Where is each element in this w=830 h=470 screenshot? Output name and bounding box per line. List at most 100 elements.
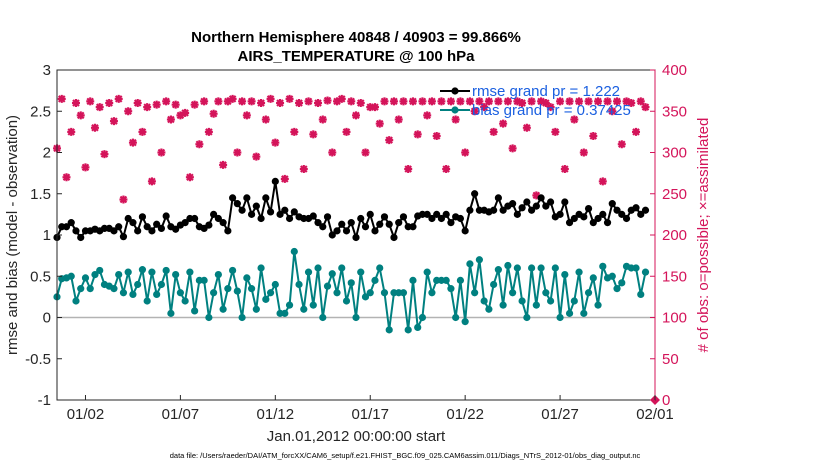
obs-assimilated-point bbox=[128, 138, 137, 147]
obs-assimilated-point bbox=[295, 99, 304, 107]
y2-tick-label: 200 bbox=[662, 227, 687, 244]
obs-assimilated-point bbox=[617, 140, 626, 149]
rmse-point bbox=[243, 194, 251, 202]
bias-point bbox=[366, 289, 374, 297]
rmse-point bbox=[471, 190, 479, 198]
obs-assimilated-point bbox=[109, 117, 118, 126]
rmse-point bbox=[262, 194, 270, 202]
obs-assimilated-point bbox=[560, 165, 569, 173]
y2-tick-label: 150 bbox=[662, 268, 687, 285]
rmse-point bbox=[338, 220, 346, 228]
bias-point bbox=[518, 297, 526, 305]
obs-assimilated-point bbox=[394, 115, 403, 124]
bias-point bbox=[119, 289, 128, 297]
obs-assimilated-point bbox=[71, 99, 80, 107]
rmse-point bbox=[428, 214, 436, 223]
chart-title: Northern Hemisphere 40848 / 40903 = 99.8… bbox=[191, 29, 521, 46]
rmse-point bbox=[252, 202, 260, 210]
right-axis: 0 50 100 150 200 250 300 350 400 bbox=[650, 62, 687, 409]
bias-point bbox=[219, 305, 227, 313]
rmse-point bbox=[229, 194, 237, 202]
bias-point bbox=[480, 297, 488, 305]
bias-point bbox=[347, 279, 355, 287]
bias-point bbox=[570, 297, 578, 305]
obs-assimilated-point bbox=[76, 111, 85, 120]
bias-point bbox=[304, 268, 313, 276]
obs-assimilated-point bbox=[238, 97, 247, 106]
bias-point bbox=[176, 289, 184, 297]
rmse-point bbox=[437, 214, 446, 223]
rmse-point bbox=[456, 214, 465, 223]
obs-assimilated-point bbox=[494, 97, 503, 106]
obs-assimilated-point bbox=[266, 94, 275, 103]
obs-assimilated-point bbox=[598, 177, 607, 186]
y-tick-label: 1 bbox=[43, 227, 51, 244]
obs-assimilated-point bbox=[323, 96, 332, 105]
bias-point bbox=[613, 285, 621, 293]
x-axis-label: Jan.01,2012 00:00:00 start bbox=[267, 428, 446, 445]
rmse-point bbox=[115, 223, 123, 231]
rmse-point bbox=[357, 214, 365, 223]
rmse-point bbox=[542, 202, 550, 210]
bias-point bbox=[475, 256, 483, 264]
obs-assimilated-point bbox=[276, 99, 285, 107]
bias-point bbox=[409, 276, 417, 284]
bias-point bbox=[456, 276, 465, 284]
obs-assimilated-point bbox=[522, 123, 531, 132]
obs-assimilated-point bbox=[541, 99, 550, 107]
rmse-point bbox=[565, 219, 574, 227]
bias-point bbox=[499, 301, 507, 309]
obs-assimilated-point bbox=[209, 109, 218, 118]
bias-point bbox=[328, 270, 336, 278]
obs-assimilated-point bbox=[570, 115, 579, 124]
bias-point bbox=[532, 301, 540, 309]
bias-point bbox=[575, 268, 583, 276]
bias-point bbox=[556, 313, 564, 322]
bias-point bbox=[376, 264, 384, 272]
obs-assimilated-point bbox=[632, 127, 641, 136]
rmse-point bbox=[376, 220, 384, 228]
bias-point bbox=[148, 268, 156, 276]
bias-point bbox=[461, 318, 469, 326]
bias-point bbox=[181, 297, 189, 305]
rmse-point bbox=[556, 210, 564, 218]
obs-assimilated-point bbox=[442, 165, 451, 173]
rmse-point bbox=[494, 194, 502, 202]
bias-point bbox=[357, 268, 365, 276]
y-axis-label: rmse and bias (model - observation) bbox=[4, 115, 21, 355]
rmse-point bbox=[271, 177, 279, 185]
rmse-point bbox=[281, 206, 289, 214]
bias-point bbox=[271, 280, 279, 289]
bias-point bbox=[233, 287, 241, 295]
bias-point bbox=[134, 280, 142, 289]
obs-assimilated-point bbox=[143, 103, 152, 112]
obs-assimilated-point bbox=[314, 99, 323, 107]
rmse-point bbox=[466, 206, 474, 214]
obs-assimilated-point bbox=[518, 99, 527, 107]
rmse-point bbox=[110, 227, 118, 235]
rmse-series-layer bbox=[53, 177, 650, 242]
y-tick-label: 2.5 bbox=[30, 103, 51, 120]
data-file-footer: data file: /Users/raeder/DAI/ATM_forcXX/… bbox=[170, 451, 641, 460]
left-axis: -1 -0.5 0 0.5 1 1.5 2 2.5 3 bbox=[25, 62, 62, 409]
bias-point bbox=[404, 326, 412, 334]
x-tick-label: 01/02 bbox=[67, 406, 105, 423]
rmse-point bbox=[224, 227, 232, 235]
rmse-point bbox=[290, 208, 298, 216]
obs-assimilated-point bbox=[95, 103, 104, 112]
bias-point bbox=[589, 274, 597, 282]
obs-assimilated-point bbox=[427, 97, 436, 106]
bias-point bbox=[361, 293, 370, 301]
chart-subtitle: AIRS_TEMPERATURE @ 100 hPa bbox=[238, 48, 476, 65]
bias-point bbox=[632, 264, 640, 272]
rmse-point bbox=[129, 219, 137, 227]
rmse-point bbox=[162, 212, 170, 220]
x-tick-label: 01/07 bbox=[162, 406, 200, 423]
bias-point bbox=[490, 280, 498, 289]
obs-assimilated-point bbox=[200, 97, 209, 106]
rmse-point bbox=[134, 227, 142, 235]
rmse-point bbox=[276, 210, 284, 218]
obs-assimilated-point bbox=[446, 97, 455, 106]
y-tick-label: 1.5 bbox=[30, 186, 51, 203]
